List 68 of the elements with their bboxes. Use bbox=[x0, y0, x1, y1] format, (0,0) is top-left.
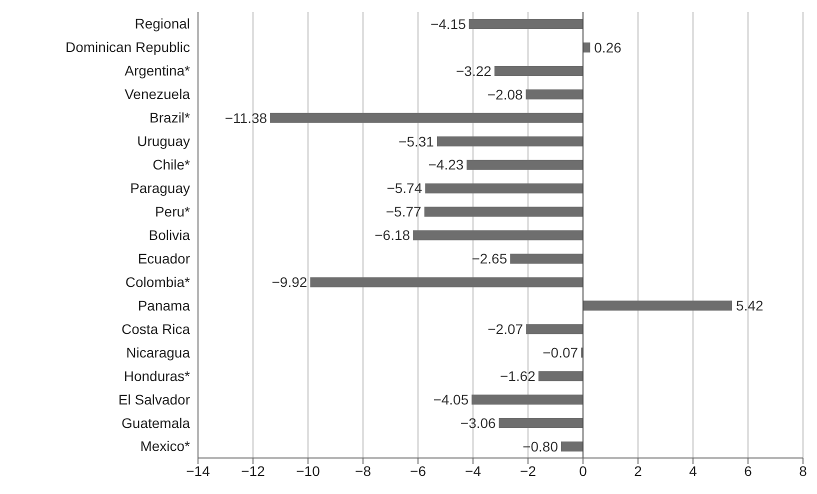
bar bbox=[498, 418, 583, 428]
bar bbox=[466, 160, 583, 170]
bar bbox=[561, 442, 583, 452]
y-tick-label: Regional bbox=[134, 16, 190, 32]
y-tick-label: Guatemala bbox=[122, 414, 190, 431]
y-tick-label: Honduras* bbox=[124, 368, 191, 384]
bar bbox=[583, 42, 590, 52]
bar bbox=[436, 136, 583, 146]
bar bbox=[424, 206, 583, 217]
bar bbox=[425, 183, 583, 194]
bar bbox=[538, 371, 583, 382]
data-label: 5.42 bbox=[736, 298, 764, 314]
data-label: −5.74 bbox=[386, 180, 422, 196]
y-tick-label: Bolivia bbox=[148, 226, 190, 243]
x-tick-label: 2 bbox=[634, 462, 642, 479]
data-label: −5.77 bbox=[386, 204, 422, 220]
x-tick-label: 6 bbox=[744, 462, 752, 479]
x-tick-label: −2 bbox=[520, 462, 536, 479]
data-label: −4.23 bbox=[428, 156, 464, 173]
data-label: −1.62 bbox=[500, 368, 536, 384]
y-tick-label: Ecuador bbox=[138, 250, 190, 266]
x-tick-label: 0 bbox=[579, 462, 588, 479]
x-tick-label: 8 bbox=[799, 462, 808, 479]
y-tick-label: Mexico* bbox=[140, 438, 191, 454]
data-label: −4.15 bbox=[430, 16, 466, 32]
data-label: −3.06 bbox=[460, 414, 496, 431]
bar bbox=[510, 254, 583, 264]
x-tick-label: −10 bbox=[296, 462, 320, 479]
bar bbox=[270, 112, 583, 123]
bar bbox=[494, 66, 583, 76]
y-tick-label: Chile* bbox=[152, 156, 191, 173]
y-tick-label: Paraguay bbox=[130, 180, 190, 196]
bar bbox=[472, 394, 583, 405]
y-tick-label: Argentina* bbox=[124, 62, 191, 79]
y-tick-label: El Salvador bbox=[118, 391, 190, 408]
data-label: −3.22 bbox=[456, 62, 492, 79]
bar bbox=[583, 300, 732, 311]
y-tick-label: Colombia* bbox=[125, 274, 191, 290]
y-tick-label: Venezuela bbox=[124, 86, 190, 102]
y-tick-label: Brazil* bbox=[150, 110, 191, 126]
y-tick-label: Nicaragua bbox=[126, 344, 190, 360]
data-label: −2.08 bbox=[487, 86, 523, 102]
data-label: −11.38 bbox=[224, 110, 268, 126]
bar bbox=[413, 230, 583, 240]
data-label: −4.05 bbox=[433, 391, 469, 408]
x-tick-label: −4 bbox=[465, 462, 482, 479]
x-tick-label: −12 bbox=[241, 462, 266, 479]
y-tick-label: Peru* bbox=[154, 203, 191, 220]
data-label: −0.80 bbox=[522, 438, 558, 454]
data-label: 0.26 bbox=[594, 39, 622, 56]
data-label: −6.18 bbox=[374, 227, 410, 244]
x-tick-label: −6 bbox=[410, 462, 426, 479]
bar bbox=[468, 19, 583, 29]
bar bbox=[526, 89, 583, 100]
y-tick-label: Dominican Republic bbox=[65, 39, 190, 56]
bar bbox=[310, 277, 583, 288]
bar bbox=[526, 324, 583, 334]
data-label: −2.65 bbox=[472, 250, 508, 267]
y-tick-label: Panama bbox=[138, 297, 190, 314]
data-label: −0.07 bbox=[542, 344, 578, 361]
x-tick-label: −8 bbox=[355, 462, 372, 479]
data-label: −9.92 bbox=[272, 274, 308, 290]
x-tick-label: 4 bbox=[689, 462, 698, 479]
y-tick-label: Uruguay bbox=[137, 133, 190, 150]
y-tick-label: Costa Rica bbox=[122, 320, 190, 337]
x-tick-label: −14 bbox=[186, 462, 210, 479]
data-label: −5.31 bbox=[398, 133, 434, 150]
data-label: −2.07 bbox=[488, 321, 524, 338]
